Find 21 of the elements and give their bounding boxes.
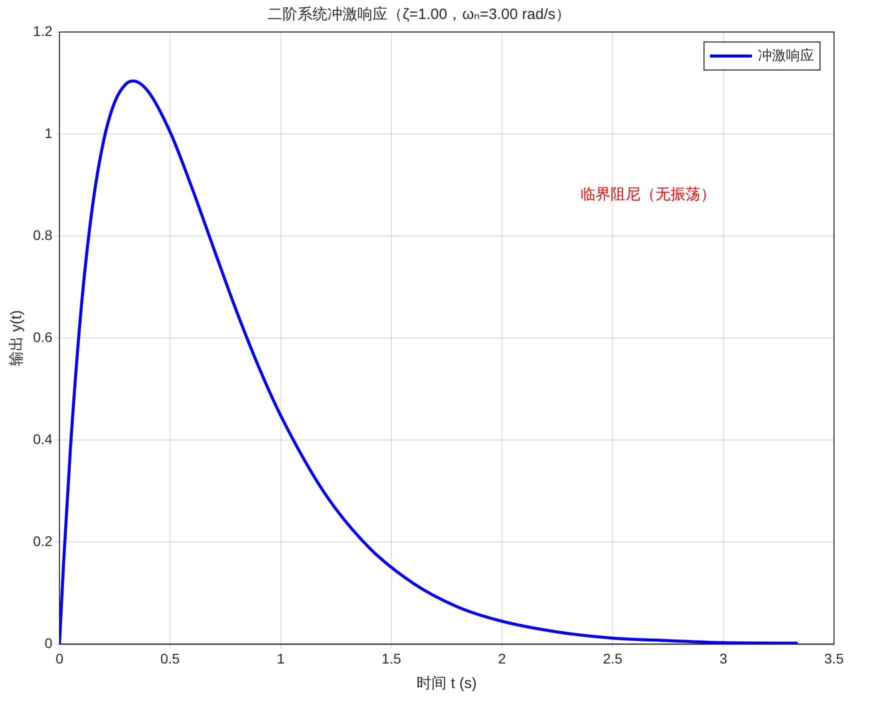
x-tick-label: 0 [56,650,64,666]
x-tick-label: 1 [276,650,285,666]
y-tick-label: 1.2 [32,22,53,39]
y-tick-label: 0.8 [32,226,53,243]
y-axis-title: 输出 y(t) [8,310,26,366]
y-tick-label: 0.2 [32,533,53,550]
y-tick-label: 0 [44,635,53,652]
x-tick-label: 2.5 [602,650,623,666]
annotation: 临界阻尼（无振荡） [580,186,716,203]
x-tick-label: 3.5 [824,650,844,666]
x-tick-label: 0.5 [160,650,180,666]
x-axis-title: 时间 t (s) [416,675,477,692]
legend-label: 冲激响应 [758,46,814,63]
x-tick-label: 1.5 [382,650,402,666]
x-tick-label: 2 [498,650,506,666]
y-tick-label: 1 [44,124,53,141]
y-tick-label: 0.6 [32,328,53,345]
x-tick-label: 3 [719,650,728,666]
line-series [59,79,798,644]
chart-title: 二阶系统冲激响应（ζ=1.00，ωₙ=3.00 rad/s） [268,6,570,24]
y-tick-label: 0.4 [32,430,53,447]
